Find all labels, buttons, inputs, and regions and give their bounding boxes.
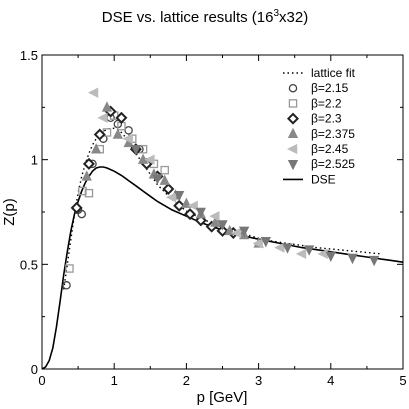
data-point	[78, 186, 87, 196]
plot-area	[41, 87, 404, 370]
legend-label-4: β=2.375	[311, 127, 355, 141]
legend-marker-6	[287, 159, 299, 171]
data-point	[137, 153, 149, 164]
data-point	[70, 201, 83, 214]
data-point	[183, 208, 197, 221]
legend-marker-4	[287, 127, 299, 139]
legend-label-3: β=2.3	[311, 112, 342, 126]
data-point	[181, 197, 192, 208]
legend-marker-3	[286, 112, 300, 125]
data-point	[325, 251, 336, 263]
x-tick-label: 5	[399, 373, 406, 388]
legend-label-6: β=2.525	[311, 157, 355, 171]
data-point	[90, 143, 102, 154]
data-point	[230, 227, 242, 239]
data-point	[282, 243, 293, 254]
data-point	[162, 182, 175, 195]
data-point	[130, 144, 142, 156]
series-5	[87, 87, 328, 260]
legend-marker-2	[288, 99, 298, 108]
data-point	[295, 248, 307, 260]
data-point	[195, 207, 206, 219]
data-point	[187, 200, 198, 211]
data-point	[252, 238, 263, 249]
data-point	[224, 224, 235, 236]
axis-tick-labels: 0 1 2 3 4 5 0 0.5 1 1.5	[20, 48, 407, 388]
data-point	[216, 224, 229, 237]
data-point	[144, 154, 155, 165]
chart-title-tail: x32)	[279, 9, 308, 26]
y-axis-label: Z(p)	[1, 198, 18, 226]
chart-title: DSE vs. lattice results (163x32)	[102, 8, 308, 26]
data-point	[84, 188, 94, 198]
legend-marker-5	[286, 143, 298, 155]
x-tick-label: 2	[183, 373, 190, 388]
data-point	[122, 133, 133, 144]
data-point	[124, 126, 133, 135]
data-point	[274, 242, 285, 253]
data-point	[210, 216, 221, 227]
data-point	[239, 226, 250, 237]
data-point	[159, 174, 170, 185]
data-point	[115, 111, 128, 124]
data-point	[303, 245, 315, 256]
data-point	[160, 165, 169, 175]
legend-marker-1	[288, 83, 298, 93]
data-point	[87, 87, 99, 98]
x-axis-label: p [GeV]	[197, 389, 248, 406]
data-point	[174, 191, 185, 202]
legend-label-1: β=2.15	[311, 81, 349, 95]
data-point	[77, 209, 86, 219]
x-tick-label: 1	[111, 373, 118, 388]
data-point	[101, 101, 113, 112]
axis-ticks	[41, 54, 404, 370]
x-tick-label: 3	[255, 373, 262, 388]
chart-title-main: DSE vs. lattice results (16	[102, 9, 274, 26]
data-point	[173, 199, 186, 212]
chart-title-superscript: 3	[273, 8, 279, 19]
series-6	[130, 144, 380, 267]
legend-label-dse: DSE	[311, 172, 336, 186]
y-tick-label: 1.5	[20, 48, 38, 63]
plot-frame	[41, 54, 404, 370]
y-tick-label: 1	[31, 153, 38, 168]
data-point	[81, 170, 92, 181]
data-point	[165, 192, 177, 203]
data-point	[217, 220, 228, 231]
y-tick-label: 0	[31, 362, 38, 377]
data-point	[347, 253, 358, 265]
data-point	[65, 264, 74, 273]
data-point	[62, 281, 71, 290]
x-tick-label: 4	[327, 373, 334, 388]
data-point	[93, 128, 106, 141]
legend-label-2: β=2.2	[311, 96, 342, 110]
line-dse	[41, 166, 404, 370]
data-point	[260, 237, 271, 248]
legend-label-5: β=2.45	[311, 142, 349, 156]
y-tick-label: 0.5	[20, 257, 38, 272]
data-point	[152, 174, 163, 185]
data-point	[209, 211, 220, 222]
data-point	[368, 255, 380, 267]
series-4	[81, 101, 264, 248]
data-point	[112, 128, 123, 139]
data-point	[82, 157, 95, 170]
x-tick-label: 0	[38, 373, 45, 388]
legend-label-lattice-fit: lattice fit	[311, 66, 356, 80]
data-point	[97, 112, 108, 123]
